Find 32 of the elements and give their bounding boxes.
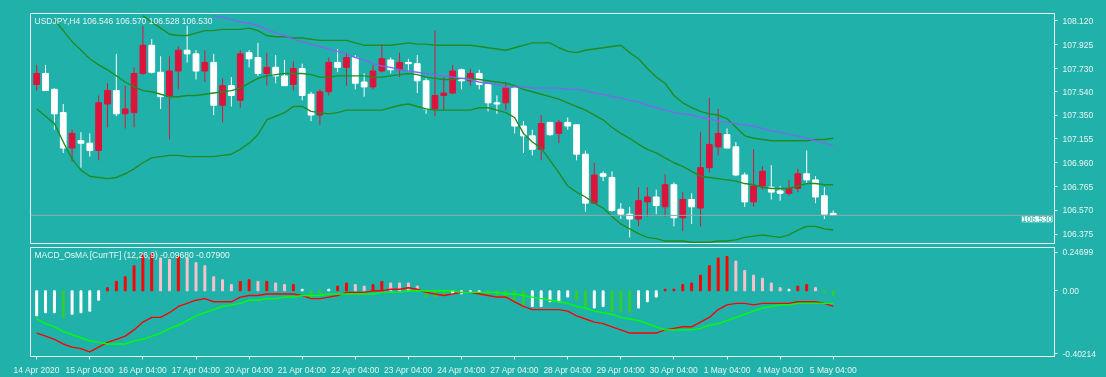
- x-tick-label: 27 Apr 04:00: [490, 364, 539, 375]
- y-tick-label: 107.925: [1062, 39, 1094, 50]
- x-tick-label: 22 Apr 04:00: [330, 364, 380, 375]
- x-tick-label: 1 May 04:00: [703, 364, 751, 375]
- x-tick-label: 20 Apr 04:00: [224, 364, 274, 375]
- chart-title: MACD_OsMA [CurrTF] (12,26,9) -0.09680 -0.07900: [34, 249, 230, 260]
- y-tick-label: 106.375: [1062, 229, 1094, 240]
- x-tick-label: 5 May 04:00: [809, 364, 857, 375]
- y-tick-label: 0.24699: [1062, 247, 1094, 258]
- x-tick-label: 30 Apr 04:00: [649, 364, 699, 375]
- x-tick-label: 16 Apr 04:00: [118, 364, 168, 375]
- y-tick-label: 108.120: [1062, 15, 1094, 26]
- y-tick-label: 107.155: [1062, 133, 1094, 144]
- y-tick-label: -0.40214: [1062, 348, 1097, 359]
- x-tick-label: 21 Apr 04:00: [277, 364, 327, 375]
- y-tick-label: 107.540: [1062, 86, 1094, 97]
- x-tick-label: 14 Apr 2020: [13, 364, 60, 375]
- y-tick-label: 107.350: [1062, 110, 1094, 121]
- ref-line-label: 106.530: [1021, 214, 1053, 225]
- x-tick-label: 23 Apr 04:00: [384, 364, 433, 375]
- x-tick-label: 4 May 04:00: [756, 364, 804, 375]
- y-tick-label: 106.960: [1062, 157, 1094, 168]
- x-tick-label: 24 Apr 04:00: [437, 364, 486, 375]
- x-tick-label: 17 Apr 04:00: [171, 364, 221, 375]
- y-tick-label: 106.570: [1062, 205, 1094, 216]
- y-tick-label: 0.00: [1062, 285, 1080, 296]
- x-tick-label: 15 Apr 04:00: [65, 364, 114, 375]
- x-tick-label: 28 Apr 04:00: [543, 364, 592, 375]
- chart-title: USDJPY,H4 106.546 106.570 106.528 106.530: [34, 15, 213, 26]
- y-tick-label: 107.730: [1062, 63, 1094, 74]
- x-tick-label: 29 Apr 04:00: [596, 364, 645, 375]
- y-tick-label: 106.765: [1062, 181, 1094, 192]
